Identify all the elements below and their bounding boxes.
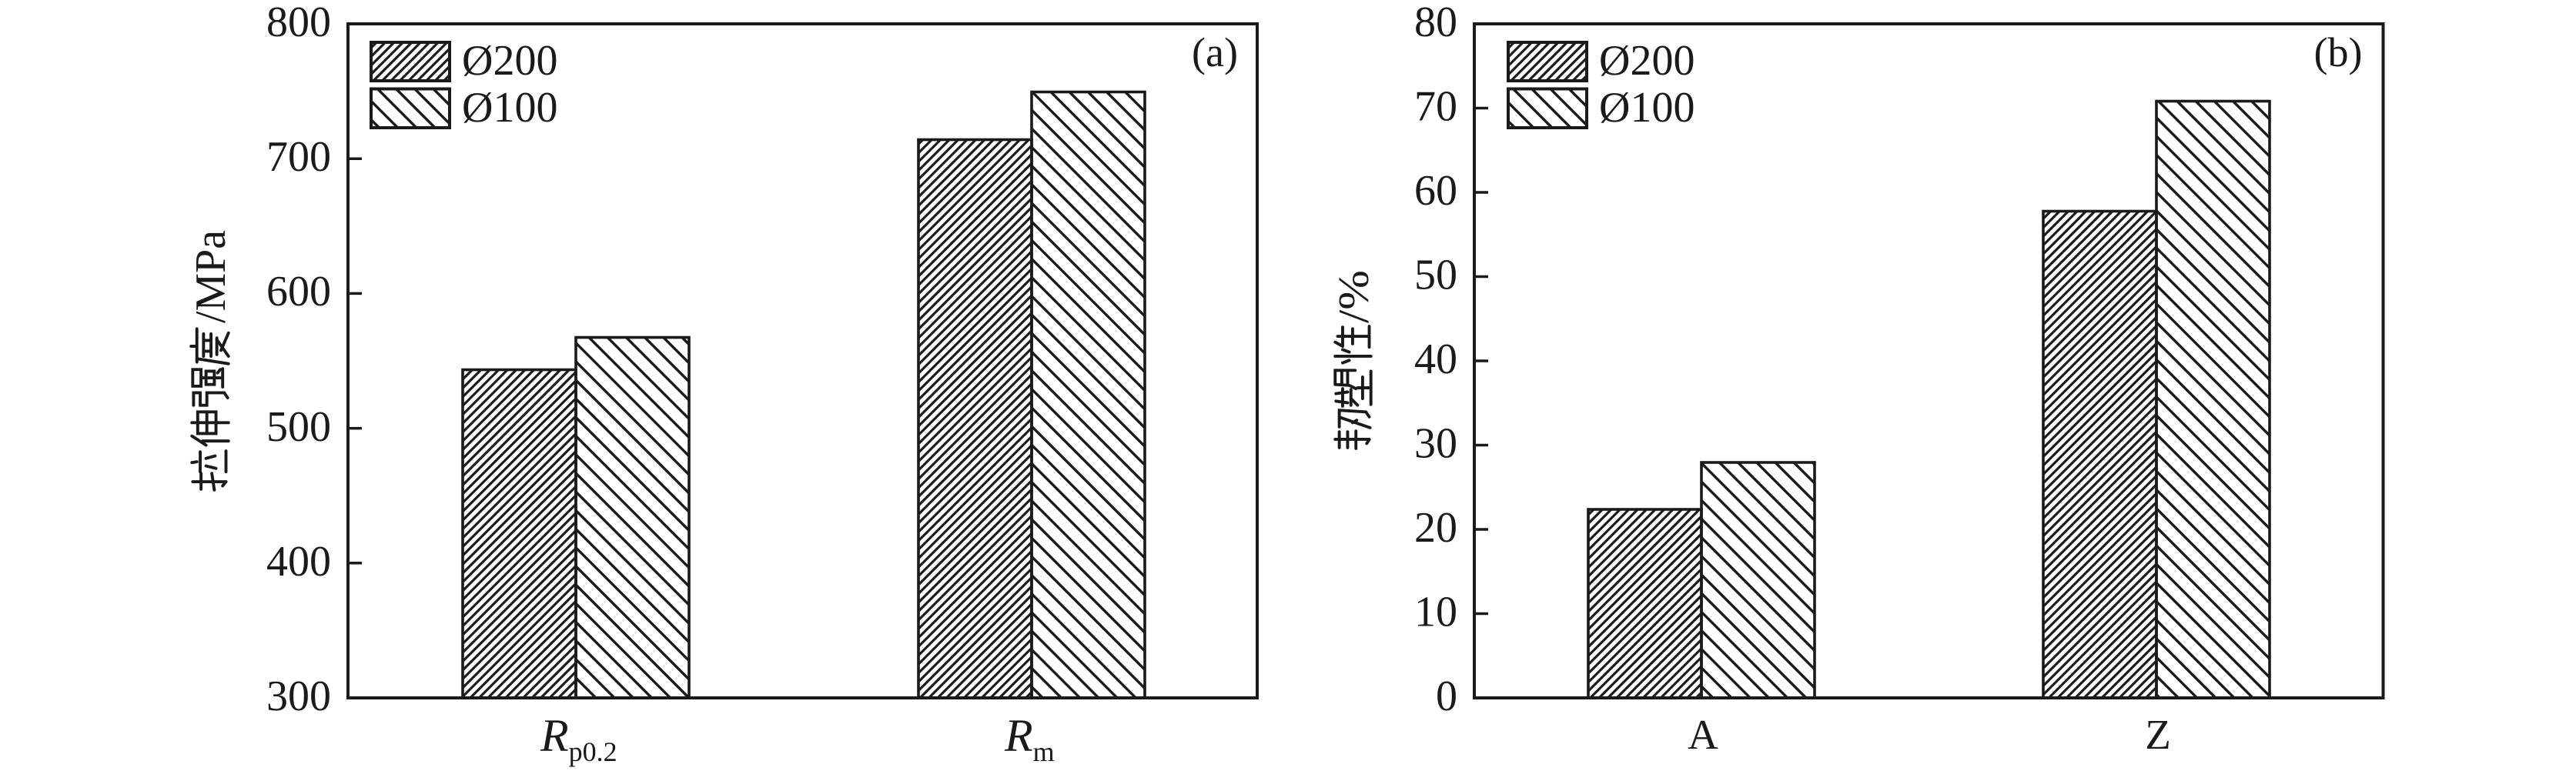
svg-text:Ø200: Ø200 (462, 37, 557, 85)
svg-text:50: 50 (1414, 252, 1457, 299)
svg-text:/%: /% (1330, 270, 1378, 323)
svg-text:80: 80 (1414, 0, 1457, 46)
svg-text:700: 700 (266, 133, 331, 181)
svg-text:(a): (a) (1192, 29, 1238, 75)
svg-text:30: 30 (1414, 420, 1457, 468)
svg-text:60: 60 (1414, 167, 1457, 215)
svg-text:400: 400 (266, 538, 331, 586)
svg-text:Rm: Rm (1004, 710, 1055, 767)
svg-text:70: 70 (1414, 83, 1457, 131)
svg-text:40: 40 (1414, 335, 1457, 383)
svg-text:20: 20 (1414, 504, 1457, 552)
svg-text:0: 0 (1436, 673, 1457, 720)
svg-text:Ø100: Ø100 (462, 84, 557, 132)
svg-text:/MPa: /MPa (187, 230, 235, 323)
svg-text:300: 300 (266, 673, 331, 720)
svg-text:500: 500 (266, 403, 331, 451)
svg-text:600: 600 (266, 268, 331, 315)
svg-text:Rp0.2: Rp0.2 (540, 710, 617, 767)
svg-text:10: 10 (1414, 589, 1457, 636)
svg-text:Z: Z (2145, 711, 2171, 758)
svg-text:800: 800 (266, 0, 331, 46)
svg-text:(b): (b) (2314, 29, 2363, 75)
svg-text:Ø200: Ø200 (1599, 37, 1694, 85)
svg-text:Ø100: Ø100 (1599, 84, 1694, 132)
svg-text:A: A (1688, 711, 1718, 758)
